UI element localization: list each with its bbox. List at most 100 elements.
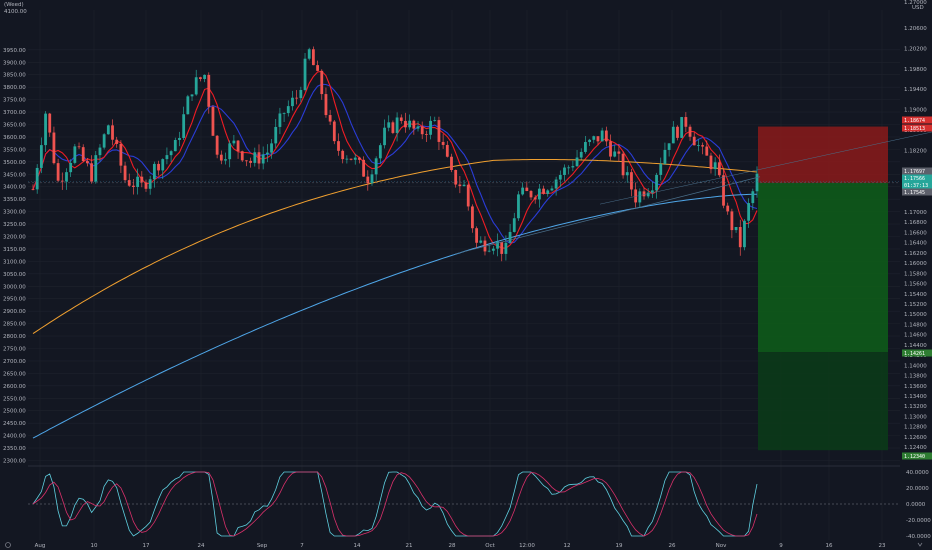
candle-down	[630, 172, 633, 190]
price-tag-stop	[902, 116, 932, 124]
candle-up	[554, 179, 558, 189]
candle-up	[270, 143, 273, 153]
candle-down	[60, 180, 64, 182]
right-tick-label: 1.16200	[904, 251, 927, 257]
time-tick-label: 28	[449, 543, 456, 549]
candle-down	[688, 126, 692, 137]
candle-up	[182, 114, 186, 138]
trend-line-support[interactable]	[454, 176, 761, 255]
candle-up	[600, 130, 604, 142]
right-tick-label: 1.15200	[904, 302, 927, 308]
candle-down	[257, 152, 261, 164]
left-tick-label: 2450.00	[3, 421, 26, 427]
candle-down	[77, 146, 81, 148]
candle-up	[613, 151, 617, 157]
candle-up	[567, 167, 571, 169]
price-tag-timer	[902, 181, 932, 189]
candle-up	[650, 190, 654, 193]
candle-up	[98, 147, 102, 156]
candle-down	[471, 206, 474, 229]
left-tick-label: 3700.00	[3, 110, 26, 116]
candle-up	[224, 159, 227, 161]
candle-down	[111, 125, 114, 140]
candle-up	[253, 152, 257, 163]
left-tick-label: 3200.00	[3, 235, 26, 241]
candle-up	[73, 146, 77, 163]
candle-down	[705, 146, 709, 156]
price-tag-neutral	[902, 188, 932, 196]
candle-up	[35, 167, 39, 190]
oscillator-line-fast	[32, 471, 758, 537]
candle-down	[722, 175, 725, 206]
left-axis-top-tick: 4100.00	[4, 9, 27, 15]
price-tags: 1.186741.185131.176971.1756601:37:131.17…	[902, 116, 932, 460]
candle-up	[265, 152, 269, 155]
left-tick-label: 2600.00	[3, 384, 26, 390]
candle-down	[692, 136, 696, 146]
candle-down	[454, 169, 458, 185]
candle-down	[525, 187, 529, 192]
left-tick-label: 2850.00	[3, 322, 26, 328]
candle-down	[458, 184, 462, 187]
oscillator-tick-label: 40.0000	[906, 470, 929, 476]
candle-down	[245, 160, 248, 162]
candle-down	[52, 132, 56, 164]
right-tick-label: 1.19000	[904, 108, 927, 114]
time-tick-label: Aug	[35, 543, 46, 549]
left-price-axis[interactable]: (Weed) 4100.00 3950.00 3900.00 3850.00 3800…	[3, 2, 27, 465]
left-tick-label: 3950.00	[3, 48, 26, 54]
left-tick-label: 3600.00	[3, 135, 26, 141]
left-tick-label: 3800.00	[3, 85, 26, 91]
take-profit-zone-extended[interactable]	[758, 352, 888, 451]
candle-up	[395, 117, 399, 133]
candle-down	[617, 151, 621, 154]
candle-up	[508, 231, 512, 243]
candle-up	[232, 140, 236, 144]
candle-down	[424, 134, 428, 136]
take-profit-zone[interactable]	[758, 182, 888, 353]
candle-up	[303, 58, 307, 90]
price-tag-target	[902, 349, 932, 357]
left-tick-label: 2500.00	[3, 409, 26, 415]
trend-lines[interactable]	[28, 131, 932, 255]
candle-up	[165, 155, 169, 160]
settings-icon[interactable]	[5, 542, 11, 548]
candle-up	[546, 190, 550, 194]
candle-up	[496, 241, 499, 249]
candle-down	[115, 139, 119, 144]
time-axis[interactable]: Aug 10 17 24 Sep 7 14 21 28 Oct 12:00 12 19 26 Nov 9 16 2…	[35, 543, 886, 549]
right-tick-label: 1.15800	[904, 271, 927, 277]
candle-up	[94, 155, 98, 182]
candle-down	[542, 188, 545, 194]
candle-up	[374, 158, 378, 175]
time-tick-label: 24	[198, 543, 205, 549]
right-tick-label: 1.13200	[904, 404, 927, 410]
candle-up	[307, 49, 311, 59]
price-tag-target	[902, 452, 932, 460]
price-tag-label: 1.17545	[904, 190, 925, 196]
candle-up	[370, 174, 374, 184]
candle-up	[667, 143, 671, 150]
price-tag-entry	[902, 174, 932, 182]
candle-up	[194, 77, 198, 95]
candle-down	[441, 141, 445, 145]
time-tick-label: 12:00	[519, 543, 535, 549]
candle-down	[311, 49, 315, 66]
candle-down	[529, 191, 533, 198]
candle-up	[69, 162, 73, 173]
candle-up	[39, 145, 43, 168]
position-zones[interactable]	[28, 126, 900, 451]
right-tick-label: 1.14400	[904, 343, 927, 349]
right-tick-label: 1.13800	[904, 374, 927, 380]
oscillator-tick-label: -40.0000	[906, 534, 931, 540]
trend-line-upper[interactable]	[599, 131, 932, 205]
right-tick-label: 1.12600	[904, 435, 927, 441]
left-tick-label: 2900.00	[3, 309, 26, 315]
stop-loss-zone[interactable]	[758, 126, 888, 183]
candle-up	[261, 154, 265, 164]
axis-settings-icon[interactable]	[917, 542, 923, 547]
candle-up	[479, 240, 483, 243]
candle-down	[450, 156, 453, 170]
time-tick-label: 17	[143, 543, 150, 549]
